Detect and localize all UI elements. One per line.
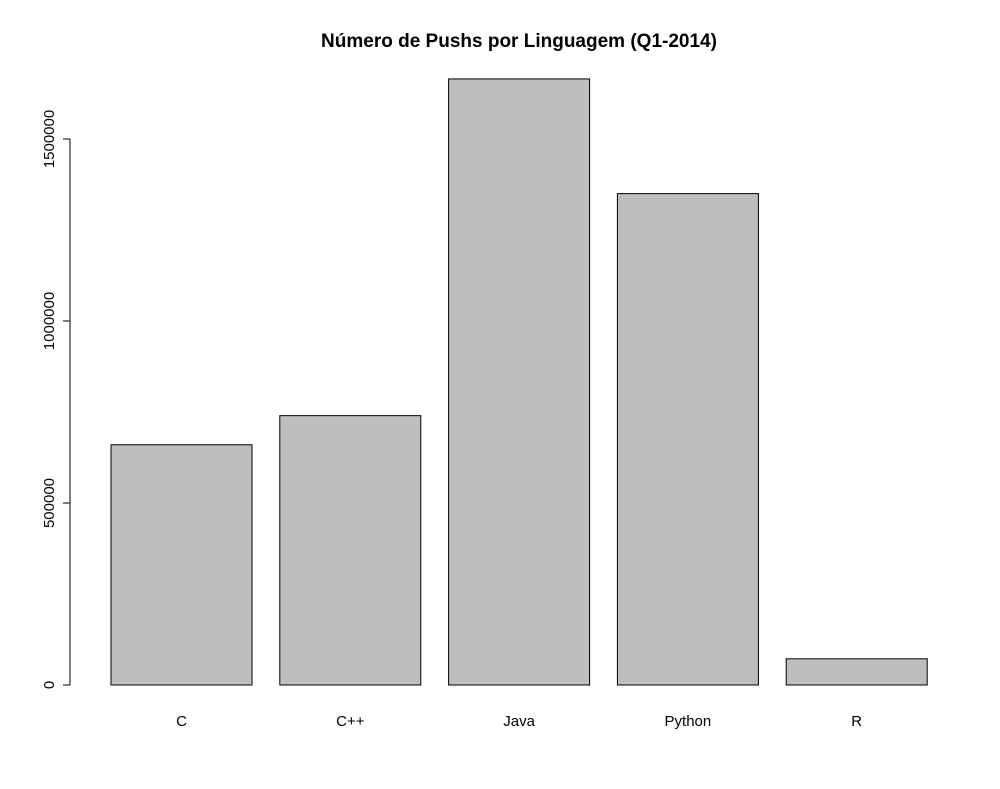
x-category-label: R xyxy=(851,713,862,730)
bar-r xyxy=(785,658,928,686)
y-tick-label: 0 xyxy=(41,681,58,689)
x-category-label: Java xyxy=(503,713,535,730)
y-tick-label: 1500000 xyxy=(41,110,58,168)
y-axis: 0 500000 1000000 1500000 xyxy=(41,110,71,689)
x-category-label: C++ xyxy=(336,713,365,730)
bar-python xyxy=(616,193,759,686)
chart-title: Número de Pushs por Linguagem (Q1-2014) xyxy=(321,31,717,52)
x-category-label: C xyxy=(176,713,187,730)
bar-cplusplus xyxy=(279,415,422,686)
y-tick-label: 1000000 xyxy=(41,292,58,350)
bar-java xyxy=(448,78,591,686)
x-category-label: Python xyxy=(665,713,712,730)
bar-c xyxy=(110,444,253,686)
y-tick-label: 500000 xyxy=(41,478,58,528)
bars xyxy=(110,78,928,686)
x-axis-labels: C C++ Java Python R xyxy=(176,713,862,730)
